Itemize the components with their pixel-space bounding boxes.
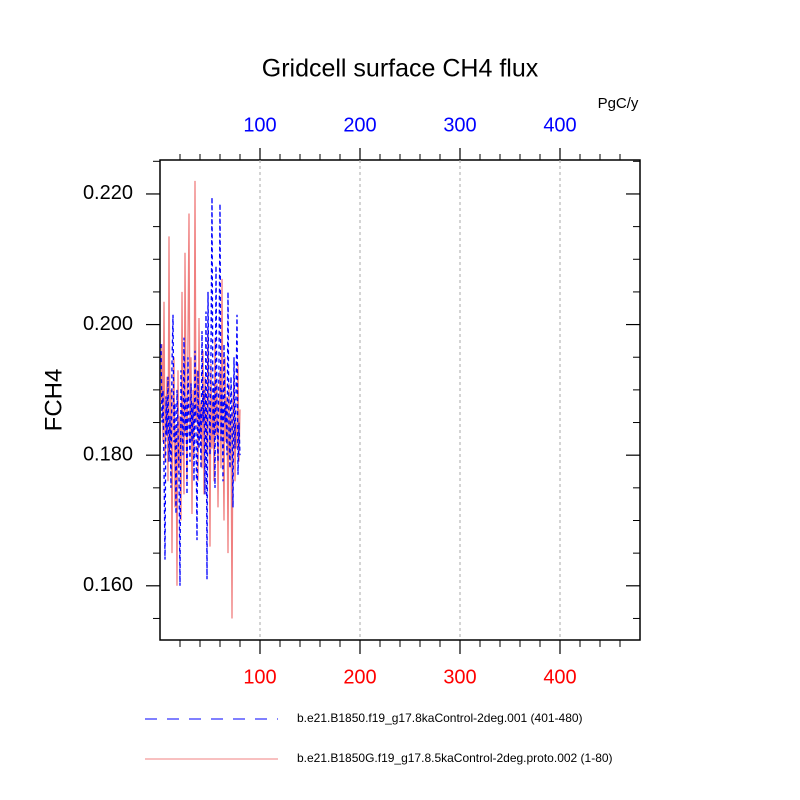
x2-tick-label: 200	[343, 114, 376, 136]
x2-tick-label: 400	[543, 114, 576, 136]
x2-tick-label: 300	[443, 114, 476, 136]
x-tick-label: 300	[443, 666, 476, 688]
chart-title: Gridcell surface CH4 flux	[262, 55, 539, 83]
x-tick-label: 200	[343, 666, 376, 688]
y-tick-label: 0.200	[83, 313, 133, 335]
legend-label: b.e21.B1850G.f19_g17.8.5kaControl-2deg.p…	[297, 751, 613, 765]
series-line	[160, 180, 241, 619]
y-tick-label: 0.180	[83, 443, 133, 465]
x-tick-label: 100	[243, 666, 276, 688]
series-line	[160, 197, 241, 586]
x2-tick-label: 100	[243, 114, 276, 136]
y-axis-label: FCH4	[40, 369, 67, 432]
legend-label: b.e21.B1850.f19_g17.8kaControl-2deg.001 …	[297, 711, 583, 725]
x-tick-label: 400	[543, 666, 576, 688]
x2-axis-unit: PgC/y	[598, 95, 639, 112]
y-tick-label: 0.160	[83, 574, 133, 596]
y-tick-label: 0.220	[83, 182, 133, 204]
